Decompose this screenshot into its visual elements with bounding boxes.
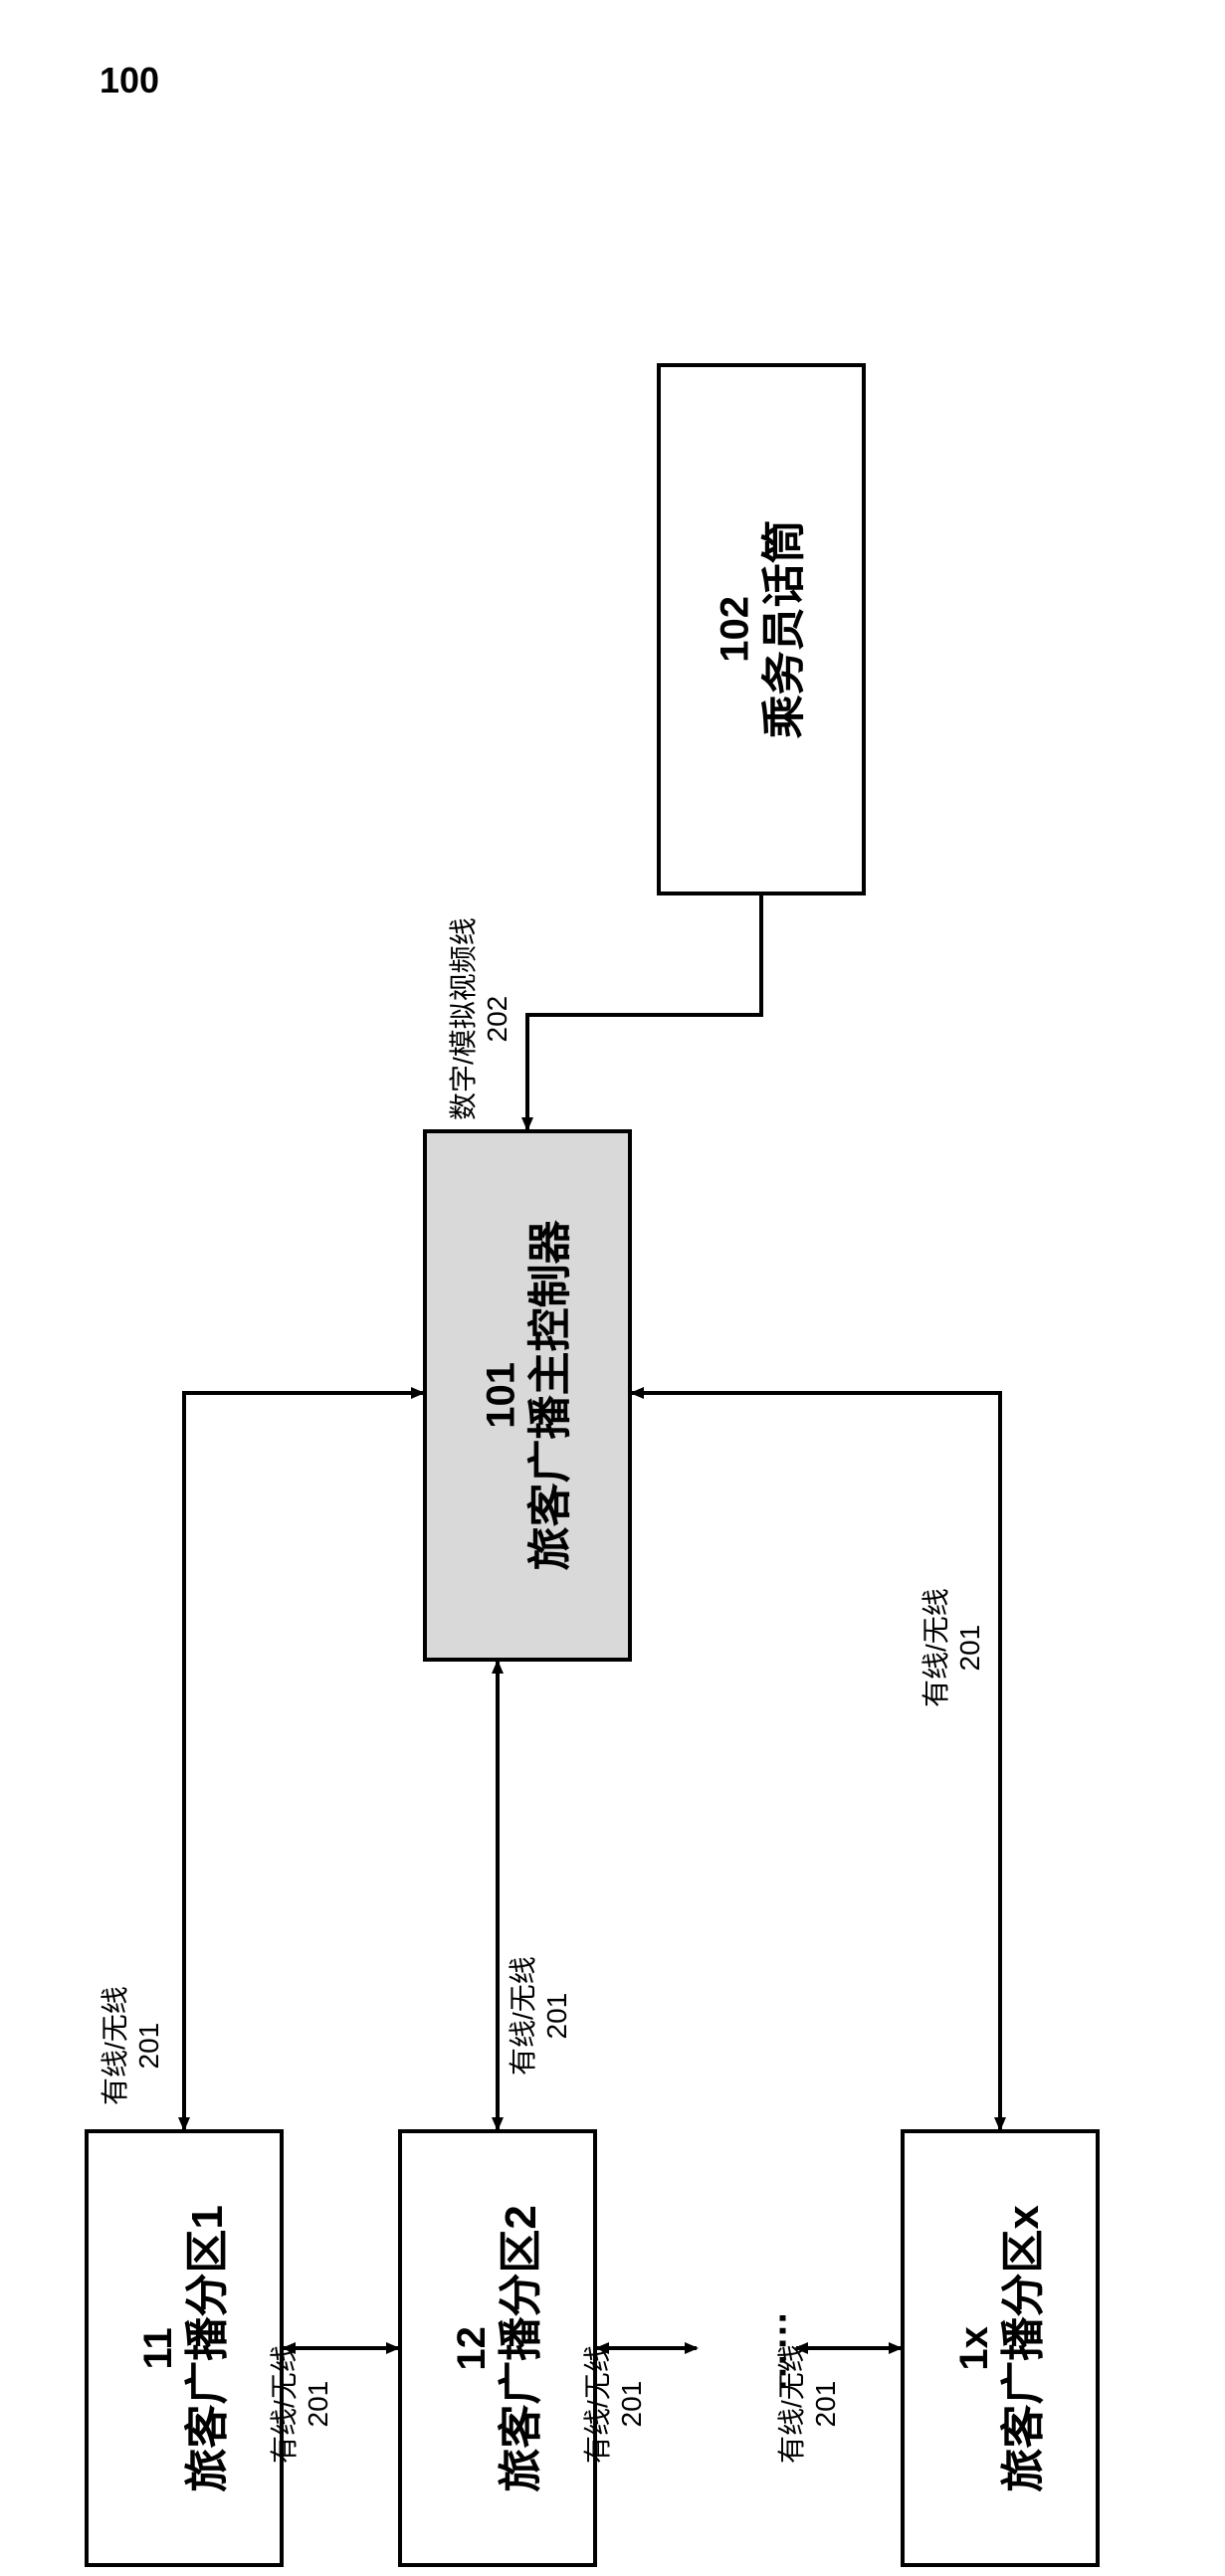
node-11-label: 旅客广播分区1 [182,2205,235,2491]
node-1x-label: 旅客广播分区x [998,2205,1051,2491]
edge-201-mid-label: 有线/无线 201 [502,1956,573,2076]
edge-201-left-label: 有线/无线 201 [94,1986,165,2105]
node-101: 101 旅客广播主控制器 [423,1129,632,1662]
node-11: 11 旅客广播分区1 [85,2129,284,2567]
node-102: 102 乘务员话筒 [657,363,866,895]
edge-201-mid-text: 有线/无线 [502,1956,541,2076]
edge-202-label: 数字/模拟视频线 202 [442,917,513,1120]
edge-201-12-dots-label: 有线/无线 201 [576,2344,648,2464]
edge-201-dots-1x-label: 有线/无线 201 [770,2344,842,2464]
edge-201-11-12-num: 201 [303,2381,334,2428]
edge-201-right-text: 有线/无线 [915,1588,954,1707]
edge-201-11-12-label: 有线/无线 201 [263,2344,334,2464]
edge-201-left-num: 201 [133,2023,165,2070]
edge-201-11-12-text: 有线/无线 [263,2344,303,2464]
edge-201-mid-num: 201 [541,1993,573,2040]
edge-201-right-num: 201 [954,1625,986,1672]
edge-201-12-dots-num: 201 [616,2381,648,2428]
node-102-num: 102 [712,519,759,738]
edge-201-left-text: 有线/无线 [94,1986,133,2105]
edge-202-num: 202 [482,996,513,1043]
edge-201-dots-1x-num: 201 [810,2381,842,2428]
node-12: 12 旅客广播分区2 [398,2129,597,2567]
page-number: 100 [100,60,159,101]
node-1x: 1x 旅客广播分区x [901,2129,1100,2567]
edge-201-12-dots-text: 有线/无线 [576,2344,616,2464]
edge-201-dots-1x-text: 有线/无线 [770,2344,810,2464]
node-101-num: 101 [478,1220,525,1570]
node-12-num: 12 [448,2205,496,2491]
node-12-label: 旅客广播分区2 [496,2205,548,2491]
edge-202-text: 数字/模拟视频线 [442,917,482,1120]
diagram-container: 100 101 旅客广播主控制器 102 乘务员话筒 11 旅客广播分区1 12… [0,0,1225,2576]
node-1x-num: 1x [950,2205,998,2491]
node-102-label: 乘务员话筒 [759,519,812,738]
node-101-label: 旅客广播主控制器 [525,1220,578,1570]
node-11-num: 11 [134,2205,182,2491]
edge-201-right-label: 有线/无线 201 [915,1588,986,1707]
